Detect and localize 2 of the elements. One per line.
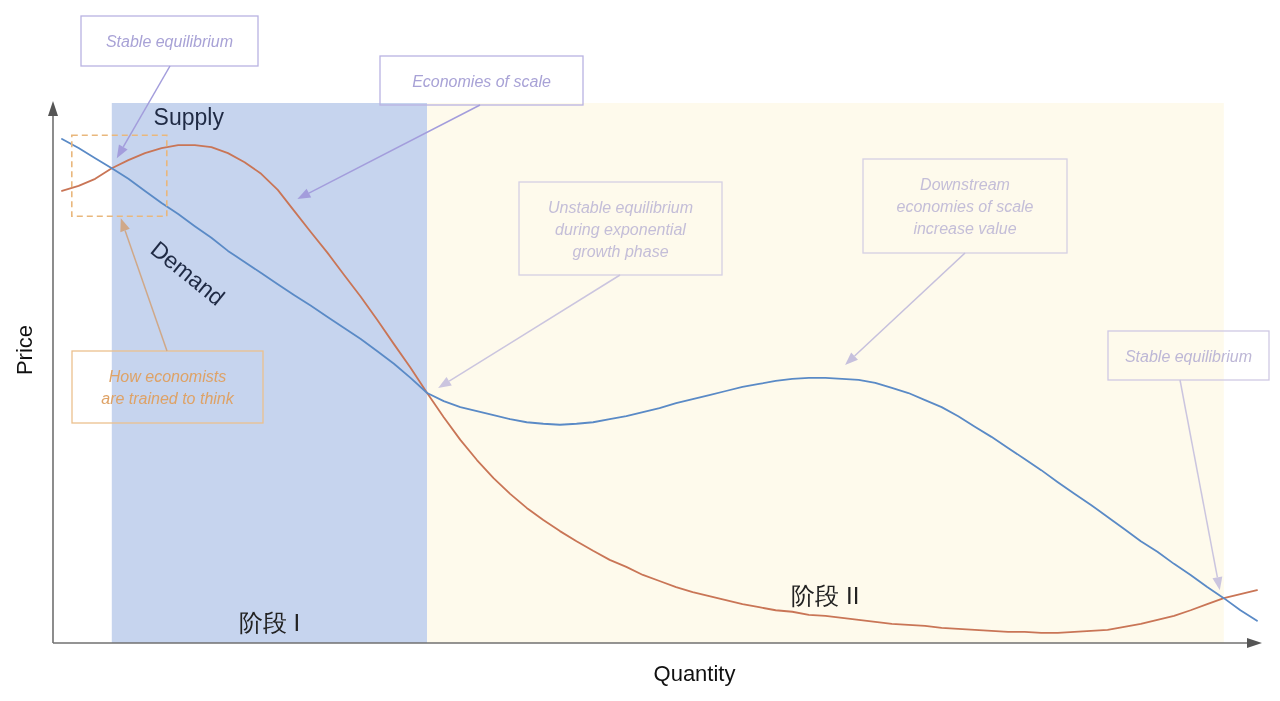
- y-axis-title: Price: [12, 324, 37, 376]
- x-axis-title: Quantity: [653, 661, 736, 686]
